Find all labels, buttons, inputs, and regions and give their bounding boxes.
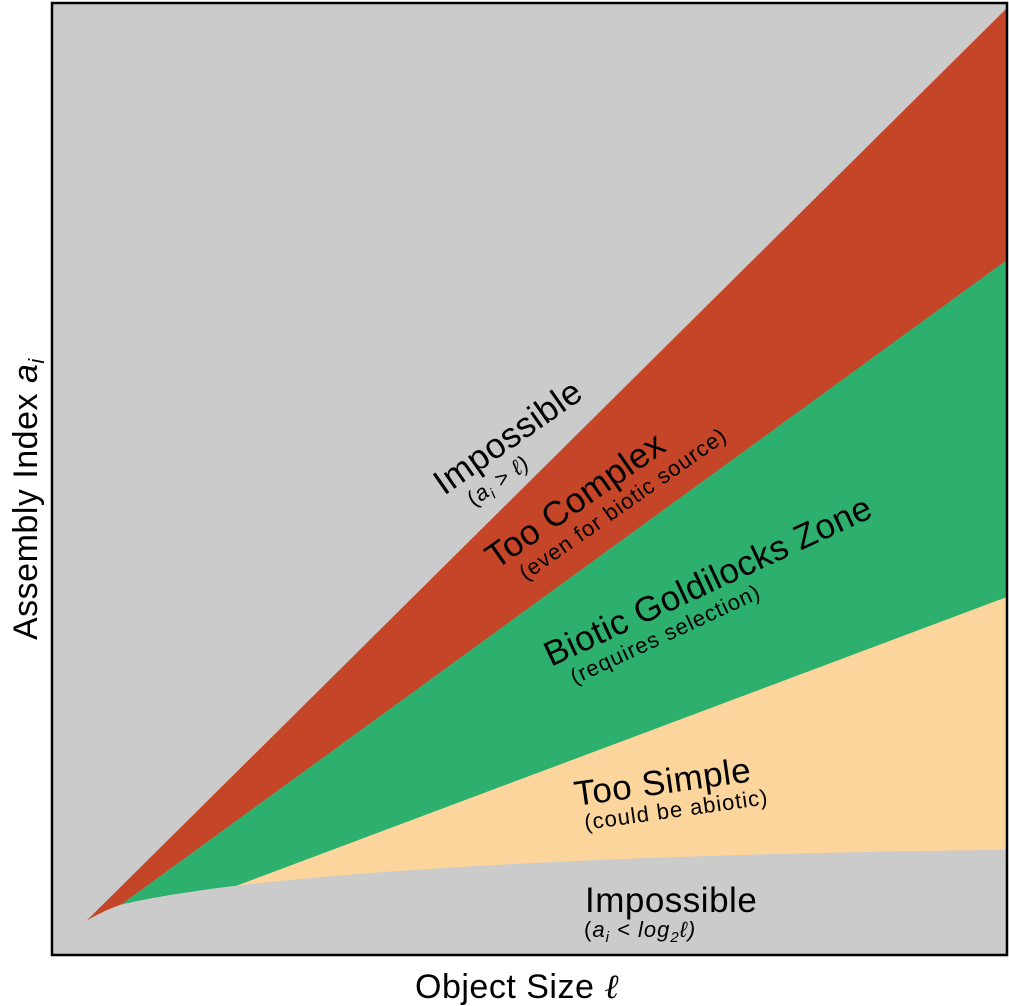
too-simple-region: [52, 597, 1007, 955]
goldilocks-region: [52, 260, 1007, 955]
too-complex-region: [52, 8, 1007, 955]
impossible-region-bottom: [52, 850, 1007, 955]
impossible-bottom-label: Impossible: [585, 881, 757, 920]
y-axis-label: Assembly Index ai: [7, 358, 49, 640]
plot-frame: [50, 1, 1009, 957]
x-axis-label: Object Size ℓ: [415, 967, 619, 1006]
impossible-bottom-condition: (ai < log2ℓ): [584, 917, 696, 946]
